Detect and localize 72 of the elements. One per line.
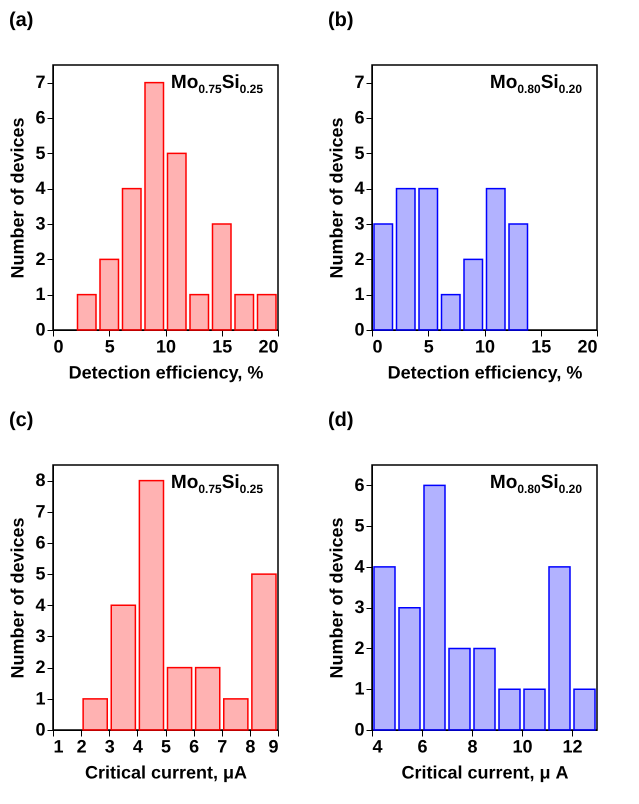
annotation: Mo$_{0.80}$Si$_{0.20}$	[490, 472, 582, 496]
chart-title: (c)	[8, 409, 34, 431]
y-tick-label: 5	[354, 142, 364, 163]
x-tick-label: 5	[160, 736, 172, 756]
y-tick-label: 2	[35, 248, 46, 269]
y-tick-label: 5	[354, 516, 364, 536]
y-tick-label: 2	[354, 638, 364, 658]
y-tick-label: 1	[35, 284, 46, 304]
x-tick-label: 5	[424, 336, 434, 356]
y-axis-title: Number of devices	[7, 117, 28, 279]
x-tick-label: 8	[467, 736, 478, 756]
x-tick-label: 6	[189, 736, 200, 756]
y-tick-label: 7	[35, 72, 46, 92]
x-tick-label: 7	[217, 736, 228, 756]
chart-title: (d)	[328, 409, 354, 431]
x-axis-title: Critical current, μ A	[401, 762, 569, 782]
x-tick-label: 0	[372, 336, 383, 356]
y-tick-label: 8	[35, 470, 46, 490]
y-tick-label: 1	[354, 678, 364, 699]
y-tick-label: 3	[354, 597, 364, 618]
annotation: Mo$_{0.80}$Si$_{0.20}$	[490, 72, 582, 96]
x-tick-label: 2	[76, 736, 87, 756]
y-tick-label: 3	[354, 214, 364, 234]
y-axis-title: Number of devices	[7, 517, 28, 679]
x-tick-label: 0	[54, 336, 64, 356]
x-tick-label: 5	[104, 336, 115, 356]
x-tick-label: 6	[417, 736, 428, 756]
y-axis-title: Number of devices	[326, 517, 346, 679]
x-axis-title: Detection efficiency, %	[388, 362, 582, 382]
y-tick-label: 0	[35, 320, 46, 340]
y-tick-label: 7	[35, 501, 46, 522]
x-tick-label: 10	[512, 736, 533, 756]
y-tick-label: 1	[354, 284, 364, 304]
y-tick-label: 1	[35, 688, 46, 708]
annotation: Mo$_{0.75}$Si$_{0.25}$	[170, 472, 263, 496]
x-axis-title: Detection efficiency, %	[68, 362, 264, 382]
y-tick-label: 0	[354, 320, 364, 340]
x-tick-label: 10	[156, 336, 176, 356]
y-tick-label: 4	[35, 594, 46, 615]
y-tick-label: 4	[35, 178, 46, 198]
x-tick-label: 3	[104, 736, 115, 756]
y-tick-label: 4	[354, 556, 364, 576]
x-tick-label: 1	[54, 736, 64, 756]
annotation: Mo$_{0.75}$Si$_{0.25}$	[170, 72, 263, 96]
y-tick-label: 2	[354, 248, 364, 269]
y-tick-label: 6	[354, 108, 364, 128]
y-tick-label: 5	[35, 142, 46, 163]
x-tick-label: 4	[132, 736, 143, 756]
x-tick-label: 15	[531, 336, 552, 356]
y-tick-label: 7	[354, 72, 364, 92]
y-tick-label: 3	[35, 626, 46, 646]
x-tick-label: 20	[577, 336, 598, 356]
y-tick-label: 4	[354, 178, 364, 198]
y-tick-label: 2	[35, 657, 46, 678]
x-tick-label: 8	[245, 736, 256, 756]
x-tick-label: 9	[268, 736, 278, 756]
x-axis-title: Critical current, μA	[84, 762, 248, 782]
x-tick-label: 15	[212, 336, 232, 356]
y-tick-label: 0	[354, 720, 364, 740]
x-tick-label: 20	[258, 336, 278, 356]
y-tick-label: 6	[354, 474, 364, 495]
chart-title: (b)	[328, 9, 354, 31]
x-tick-label: 4	[372, 736, 383, 756]
y-tick-label: 6	[35, 108, 46, 128]
x-tick-label: 10	[474, 336, 496, 356]
y-tick-label: 5	[35, 564, 46, 584]
y-tick-label: 0	[35, 720, 46, 740]
y-tick-label: 6	[35, 532, 46, 552]
chart-title: (a)	[8, 9, 34, 31]
y-tick-label: 3	[35, 214, 46, 234]
y-axis-title: Number of devices	[326, 117, 346, 279]
x-tick-label: 12	[562, 736, 583, 756]
